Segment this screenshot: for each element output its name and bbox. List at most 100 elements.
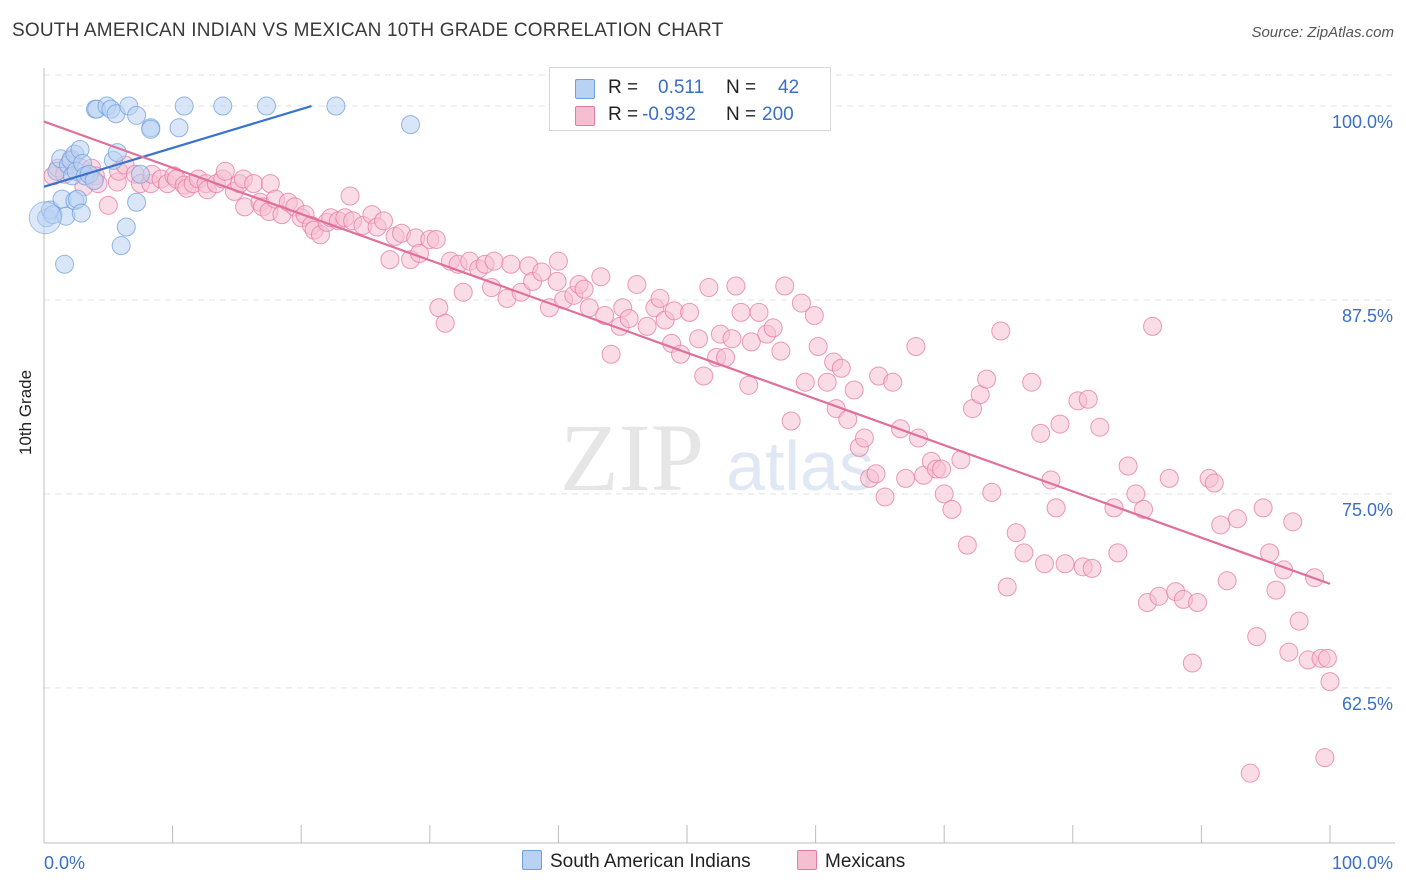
data-point bbox=[1022, 372, 1042, 392]
data-point bbox=[244, 174, 264, 194]
data-point bbox=[906, 337, 926, 357]
data-point bbox=[1283, 512, 1303, 532]
data-point bbox=[1204, 473, 1224, 493]
data-point bbox=[817, 372, 837, 392]
data-point bbox=[991, 321, 1011, 341]
data-point bbox=[680, 302, 700, 322]
legend-r-label: R = bbox=[608, 77, 639, 98]
data-point bbox=[127, 105, 147, 125]
data-point bbox=[28, 201, 62, 235]
source-note: Source: ZipAtlas.com bbox=[1251, 24, 1394, 41]
legend-swatch-pink bbox=[575, 106, 595, 126]
y-tick-label: 100.0% bbox=[1332, 112, 1393, 132]
y-tick-label: 75.0% bbox=[1342, 500, 1393, 520]
data-point bbox=[130, 164, 150, 184]
data-point bbox=[1055, 554, 1075, 574]
data-point bbox=[1006, 523, 1026, 543]
data-point bbox=[574, 279, 594, 299]
data-point bbox=[169, 118, 189, 138]
watermark-atlas: atlas bbox=[726, 427, 874, 505]
data-point bbox=[795, 372, 815, 392]
data-point bbox=[875, 487, 895, 507]
data-point bbox=[1118, 456, 1138, 476]
data-point bbox=[771, 341, 791, 361]
data-point bbox=[1227, 509, 1247, 529]
data-point bbox=[426, 229, 446, 249]
data-point bbox=[854, 428, 874, 448]
legend-swatch-blue bbox=[575, 79, 595, 99]
data-point bbox=[804, 305, 824, 325]
data-point bbox=[215, 161, 235, 181]
data-point bbox=[1182, 653, 1202, 673]
data-point bbox=[741, 332, 761, 352]
data-point bbox=[1240, 763, 1260, 783]
data-point bbox=[1104, 498, 1124, 518]
watermark-zip: ZIP bbox=[560, 404, 704, 511]
data-point bbox=[650, 288, 670, 308]
data-point bbox=[739, 375, 759, 395]
data-point bbox=[1217, 571, 1237, 591]
trend-line-mexicans bbox=[43, 120, 1331, 585]
x-tick-label: 100.0% bbox=[1332, 853, 1393, 873]
data-point bbox=[1014, 543, 1034, 563]
legend-n-label: N = bbox=[726, 104, 757, 125]
data-point bbox=[637, 316, 657, 336]
data-point bbox=[1211, 515, 1231, 535]
y-axis-label: 10th Grade bbox=[16, 369, 35, 455]
data-point bbox=[1078, 389, 1098, 409]
data-point bbox=[1320, 672, 1340, 692]
data-point bbox=[601, 344, 621, 364]
data-point bbox=[380, 250, 400, 270]
data-point bbox=[256, 96, 276, 116]
data-point bbox=[1050, 414, 1070, 434]
data-point bbox=[699, 278, 719, 298]
legend-row-mexicans: R = -0.932 N = 200 bbox=[550, 100, 830, 128]
data-point bbox=[591, 267, 611, 287]
data-point bbox=[808, 337, 828, 357]
data-point bbox=[627, 274, 647, 294]
data-point bbox=[1134, 499, 1154, 519]
data-point bbox=[1046, 498, 1066, 518]
data-point bbox=[374, 211, 394, 231]
data-point bbox=[213, 96, 233, 116]
data-point bbox=[957, 535, 977, 555]
data-point bbox=[749, 302, 769, 322]
data-point bbox=[726, 276, 746, 296]
data-point bbox=[435, 313, 455, 333]
data-point bbox=[942, 499, 962, 519]
data-point bbox=[694, 366, 714, 386]
bottom-legend-label: South American Indians bbox=[550, 851, 751, 872]
data-point bbox=[689, 329, 709, 349]
data-point bbox=[722, 329, 742, 349]
data-point bbox=[127, 192, 147, 212]
data-point bbox=[932, 459, 952, 479]
data-point bbox=[1035, 554, 1055, 574]
bottom-legend-label: Mexicans bbox=[825, 851, 906, 872]
chart-title: SOUTH AMERICAN INDIAN VS MEXICAN 10TH GR… bbox=[12, 20, 724, 41]
data-point bbox=[111, 236, 131, 256]
data-point bbox=[781, 411, 801, 431]
data-point bbox=[71, 203, 91, 223]
data-point bbox=[977, 369, 997, 389]
data-point bbox=[547, 271, 567, 291]
data-point bbox=[731, 302, 751, 322]
data-point bbox=[1143, 316, 1163, 336]
data-point bbox=[141, 119, 161, 139]
data-point bbox=[844, 380, 864, 400]
data-point bbox=[1159, 468, 1179, 488]
data-point bbox=[1082, 558, 1102, 578]
data-point bbox=[548, 251, 568, 271]
data-point bbox=[997, 577, 1017, 597]
bottom-legend-swatch-blue bbox=[522, 850, 542, 870]
legend-r-label: R = bbox=[608, 104, 639, 125]
data-point bbox=[866, 464, 886, 484]
data-point bbox=[1031, 423, 1051, 443]
data-point bbox=[1266, 580, 1286, 600]
bottom-legend-swatch-pink bbox=[797, 850, 817, 870]
data-point bbox=[1090, 417, 1110, 437]
data-point bbox=[1315, 748, 1335, 768]
data-point bbox=[619, 309, 639, 329]
data-point bbox=[1126, 484, 1146, 504]
data-point bbox=[791, 293, 811, 313]
data-point bbox=[484, 251, 504, 271]
